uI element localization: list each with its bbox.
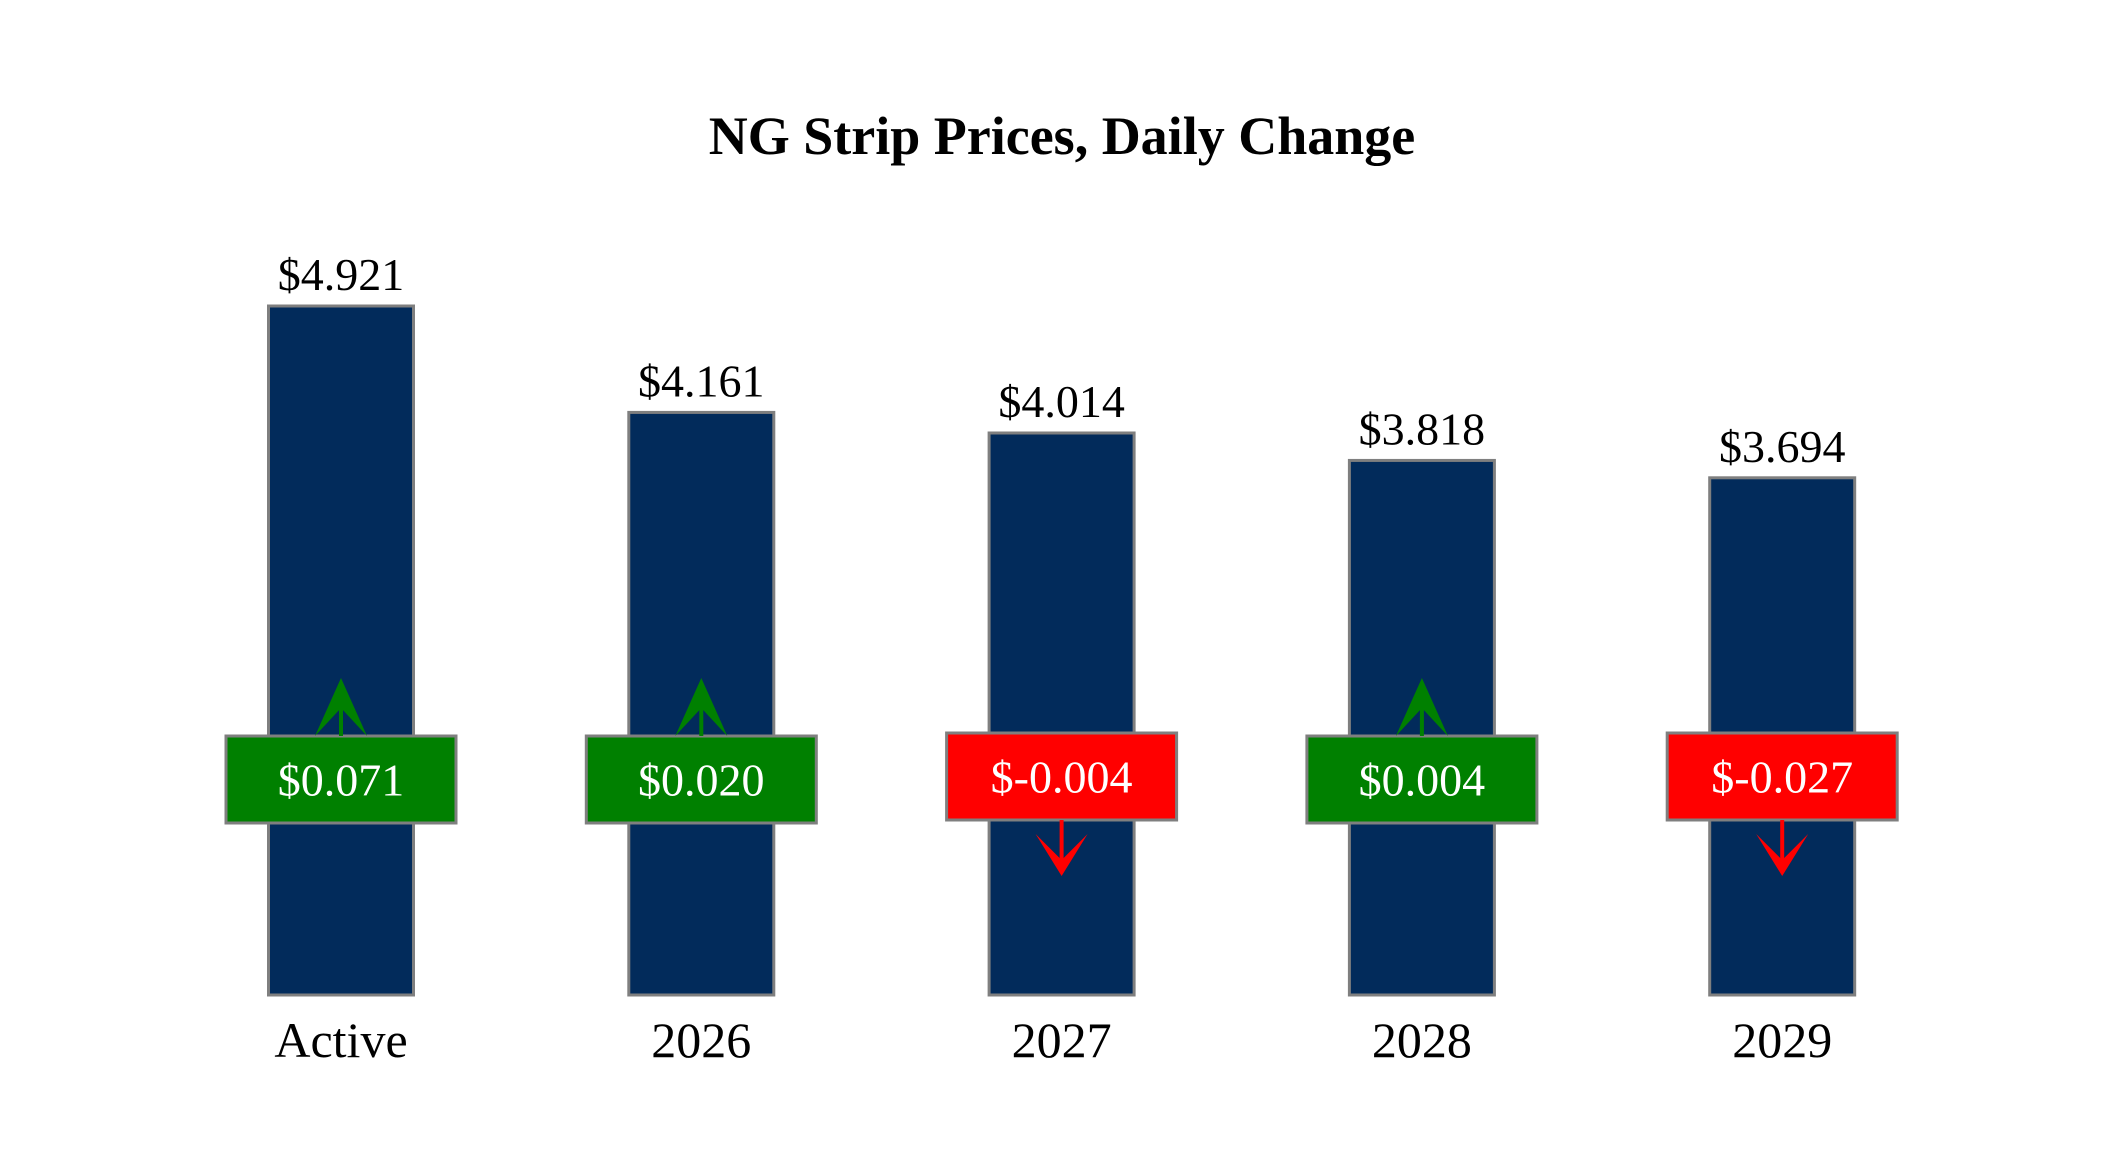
bar-value-label: $4.161 bbox=[638, 355, 765, 406]
change-label: $0.004 bbox=[1359, 755, 1486, 806]
category-label: 2028 bbox=[1372, 1012, 1472, 1068]
change-label: $0.071 bbox=[278, 755, 405, 806]
change-box-up bbox=[224, 734, 458, 825]
change-label: $-0.004 bbox=[991, 752, 1133, 803]
change-box-up bbox=[1305, 734, 1539, 825]
category-label: Active bbox=[274, 1012, 407, 1068]
bar-value-label: $4.014 bbox=[998, 376, 1125, 427]
change-label: $-0.027 bbox=[1711, 752, 1853, 803]
down-arrow-icon bbox=[1035, 834, 1088, 876]
bar bbox=[267, 304, 415, 997]
change-box-up bbox=[584, 734, 818, 825]
bar-value-label: $3.694 bbox=[1719, 421, 1846, 472]
up-arrow-icon bbox=[1395, 678, 1448, 736]
bar-value-label: $4.921 bbox=[278, 249, 405, 300]
category-label: 2027 bbox=[1012, 1012, 1112, 1068]
up-arrow-icon bbox=[675, 678, 728, 736]
bar bbox=[987, 431, 1136, 997]
change-box-down bbox=[945, 731, 1179, 822]
category-label: 2029 bbox=[1732, 1012, 1832, 1068]
up-arrow-icon bbox=[315, 678, 367, 736]
change-box-down bbox=[1665, 731, 1899, 822]
bar-value-label: $3.818 bbox=[1359, 403, 1486, 454]
category-label: 2026 bbox=[651, 1012, 751, 1068]
change-label: $0.020 bbox=[638, 755, 765, 806]
down-arrow-icon bbox=[1756, 834, 1809, 876]
chart-title: NG Strip Prices, Daily Change bbox=[709, 106, 1415, 166]
